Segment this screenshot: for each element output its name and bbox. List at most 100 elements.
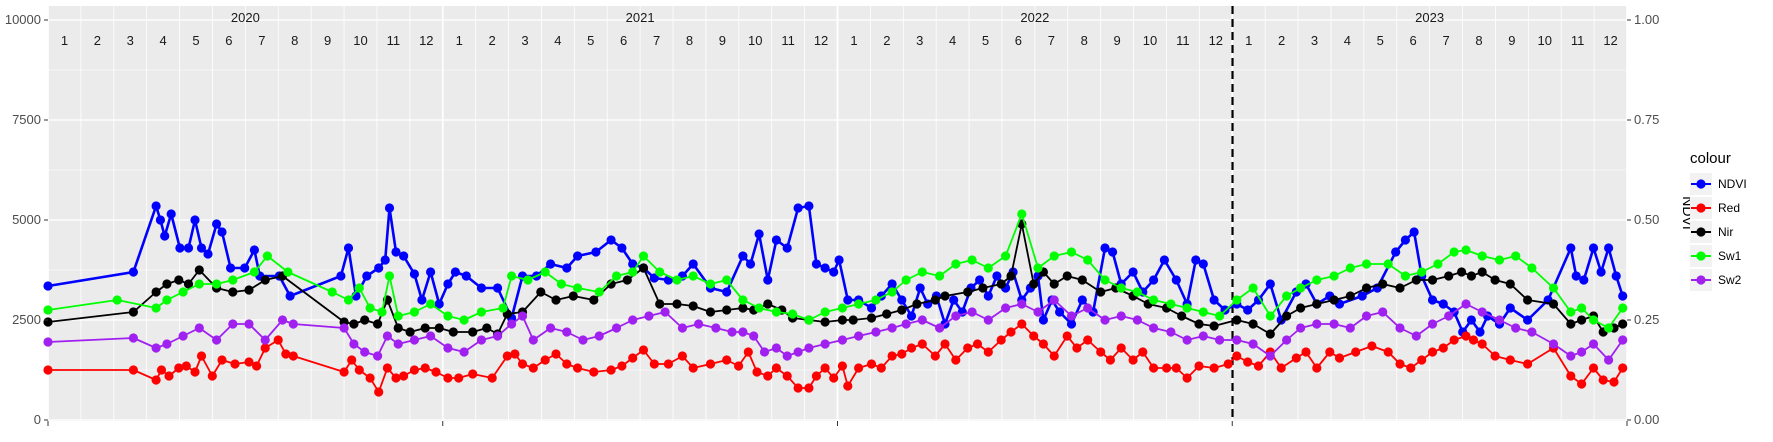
data-point (1588, 243, 1599, 253)
data-point (1579, 275, 1589, 285)
data-point (722, 355, 732, 365)
data-point (834, 255, 844, 265)
data-point (393, 323, 403, 333)
data-point (1162, 363, 1172, 373)
data-point (1243, 305, 1253, 315)
data-point (377, 307, 387, 317)
month-label: 6 (225, 33, 232, 48)
data-point (1477, 339, 1487, 349)
data-point (217, 355, 227, 365)
data-point (347, 355, 357, 365)
data-point (43, 365, 53, 375)
data-point (1096, 287, 1106, 297)
data-point (260, 275, 270, 285)
data-point (203, 249, 213, 259)
data-point (399, 251, 409, 261)
month-label: 4 (949, 33, 956, 48)
data-point (443, 343, 453, 353)
data-point (663, 359, 674, 369)
data-point (1334, 353, 1345, 363)
data-point (788, 309, 798, 319)
legend-title: colour (1690, 150, 1731, 167)
data-point (1494, 255, 1505, 265)
data-point (1182, 303, 1192, 313)
data-point (162, 295, 172, 305)
data-point (848, 315, 858, 325)
data-point (1406, 363, 1416, 373)
data-point (1329, 271, 1339, 281)
month-label: 6 (620, 33, 627, 48)
data-point (1505, 279, 1515, 289)
data-point (1038, 339, 1048, 349)
data-point (285, 291, 295, 301)
data-point (382, 331, 392, 341)
data-point (1490, 275, 1500, 285)
y2-tick-label: 0.50 (1634, 212, 1659, 227)
data-point (1077, 275, 1087, 285)
legend-label: Sw1 (1718, 249, 1742, 263)
month-label: 4 (1344, 33, 1351, 48)
data-point (1138, 347, 1148, 357)
data-point (978, 283, 988, 293)
data-point (649, 273, 659, 283)
data-point (482, 323, 492, 333)
data-point (660, 307, 670, 317)
data-point (1149, 275, 1159, 285)
data-point (949, 295, 959, 305)
data-point (434, 299, 444, 309)
data-point (935, 323, 945, 333)
data-point (382, 363, 392, 373)
data-point (1511, 323, 1521, 333)
data-point (1253, 295, 1264, 305)
data-point (391, 247, 401, 257)
y-tick-label: 0 (34, 412, 41, 427)
data-point (573, 283, 583, 293)
data-point (754, 229, 764, 239)
data-point (793, 203, 803, 213)
data-point (1511, 251, 1521, 261)
data-point (622, 275, 632, 285)
data-point (339, 367, 349, 377)
month-label: 3 (127, 33, 134, 48)
data-point (196, 243, 207, 253)
legend-label: Nir (1718, 225, 1733, 239)
data-point (1417, 267, 1427, 277)
data-point (528, 363, 538, 373)
data-point (1029, 331, 1039, 341)
data-point (854, 363, 864, 373)
data-point (420, 363, 430, 373)
data-point (897, 295, 907, 305)
month-label: 5 (587, 33, 594, 48)
month-label: 2 (488, 33, 495, 48)
data-point (1301, 347, 1311, 357)
month-label: 2 (1278, 33, 1285, 48)
data-point (705, 279, 716, 289)
data-point (1505, 303, 1515, 313)
data-point (536, 287, 546, 297)
data-point (897, 305, 907, 315)
data-point (1329, 295, 1339, 305)
data-point (688, 301, 698, 311)
data-point (1490, 351, 1500, 361)
data-point (1265, 311, 1275, 321)
data-point (1494, 315, 1505, 325)
data-point (752, 367, 762, 377)
month-label: 11 (387, 33, 401, 48)
data-point (1411, 275, 1421, 285)
legend-key-sw1: Sw1 (1690, 245, 1742, 267)
data-point (523, 275, 533, 285)
data-point (260, 335, 270, 345)
data-point (273, 335, 283, 345)
data-point (1215, 311, 1225, 321)
data-point (399, 371, 409, 381)
data-point (1194, 319, 1204, 329)
data-point (393, 339, 403, 349)
data-point (1400, 235, 1410, 245)
data-point (854, 299, 864, 309)
data-point (1198, 307, 1208, 317)
data-point (380, 255, 390, 265)
data-point (573, 363, 583, 373)
data-point (837, 315, 848, 325)
data-point (1215, 335, 1225, 345)
data-point (528, 335, 538, 345)
